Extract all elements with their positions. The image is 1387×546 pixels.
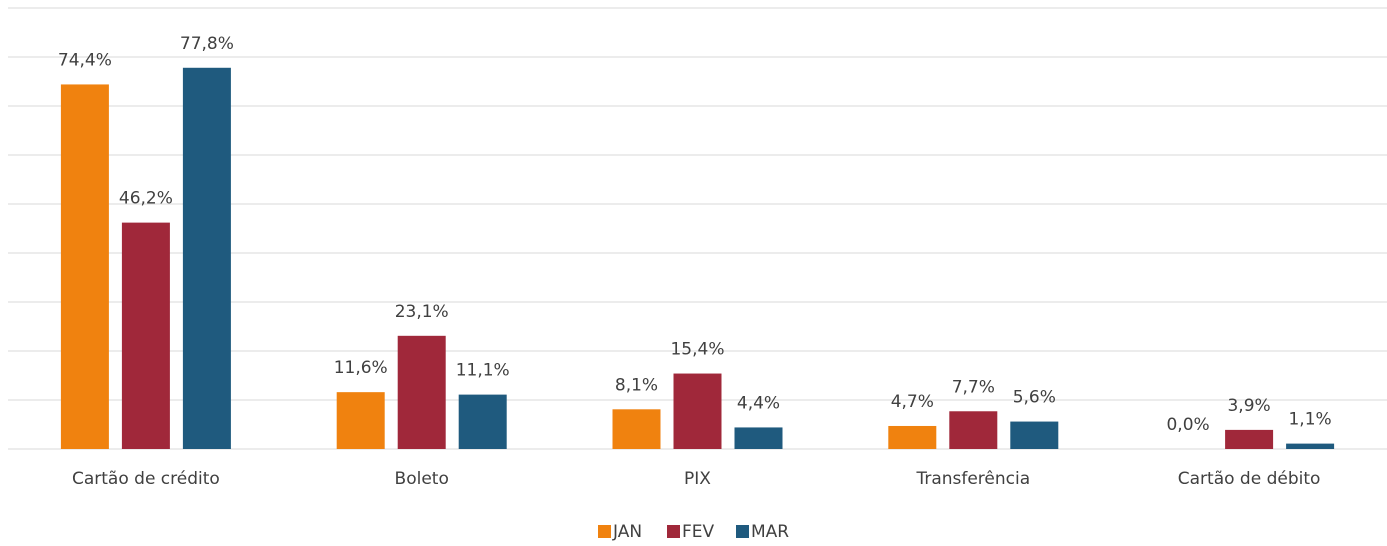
bar: [458, 394, 507, 449]
legend-swatch: [598, 525, 611, 538]
data-label: 4,4%: [737, 393, 780, 413]
data-label: 7,7%: [952, 377, 995, 397]
bar: [182, 67, 231, 449]
bar: [121, 222, 170, 449]
legend-swatch: [667, 525, 680, 538]
data-label: 4,7%: [891, 392, 934, 412]
data-label: 46,2%: [119, 189, 173, 209]
bar: [888, 425, 937, 449]
legend-label: FEV: [682, 522, 715, 542]
data-label: 23,1%: [395, 302, 449, 322]
bar: [612, 409, 661, 449]
bar: [673, 373, 722, 449]
bar: [336, 392, 385, 449]
data-label: 11,6%: [334, 358, 388, 378]
bar: [60, 84, 109, 449]
data-label: 3,9%: [1227, 396, 1270, 416]
x-tick-label: Cartão de débito: [1178, 469, 1321, 489]
legend-label: JAN: [612, 522, 642, 542]
data-label: 8,1%: [615, 375, 658, 395]
data-label: 5,6%: [1013, 388, 1056, 408]
data-label: 15,4%: [670, 340, 724, 360]
legend-swatch: [736, 525, 749, 538]
bar: [1225, 429, 1274, 449]
bar: [949, 411, 998, 449]
x-tick-label: Cartão de crédito: [72, 469, 220, 489]
data-label: 0,0%: [1166, 415, 1209, 435]
data-label: 77,8%: [180, 34, 234, 54]
data-label: 11,1%: [456, 361, 510, 381]
data-label: 1,1%: [1288, 410, 1331, 430]
bar: [397, 335, 446, 449]
bar: [1010, 421, 1059, 449]
legend-label: MAR: [751, 522, 789, 542]
data-label: 74,4%: [58, 50, 112, 70]
bar: [734, 427, 783, 449]
bar: [1286, 443, 1335, 449]
x-tick-label: Boleto: [395, 469, 449, 489]
x-tick-label: Transferência: [915, 469, 1030, 489]
x-tick-label: PIX: [684, 469, 711, 489]
